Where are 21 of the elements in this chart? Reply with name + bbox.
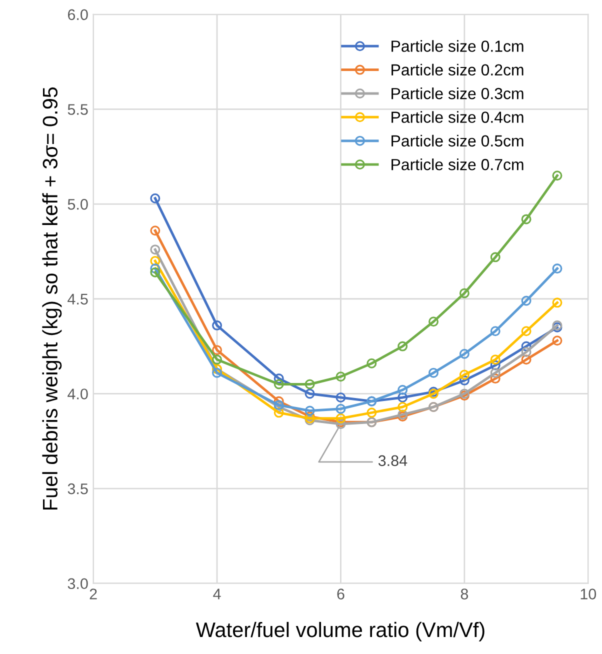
y-axis-title: Fuel debris weight (kg) so that keff + 3σ= 0.95 [42,87,62,510]
y-tick-label: 3.0 [68,578,88,590]
legend-label: Particle size 0.2cm [392,64,524,76]
legend-label: Particle size 0.5cm [392,134,524,147]
y-tick-label: 4.0 [68,388,88,400]
y-tick-label: 4.5 [68,294,88,305]
annotation: 3.84 [378,455,408,466]
x-tick-label: 6 [337,588,344,600]
legend-label: Particle size 0.3cm [392,87,524,100]
legend-label: Particle size 0.7cm [392,158,524,170]
x-tick-label: 8 [460,588,468,600]
x-tick-label: 4 [213,588,221,600]
y-tick-label: 6.0 [68,9,88,20]
legend-label: Particle size 0.1cm [392,40,524,52]
x-tick-label: 10 [580,588,596,600]
legend-label: Particle size 0.4cm [392,111,524,123]
x-axis-title: Water/fuel volume ratio (Vm/Vf) [196,622,484,642]
y-tick-label: 3.5 [68,483,88,494]
x-tick-label: 2 [90,588,97,600]
y-tick-label: 5.5 [68,104,88,115]
y-tick-label: 5.0 [68,198,88,210]
